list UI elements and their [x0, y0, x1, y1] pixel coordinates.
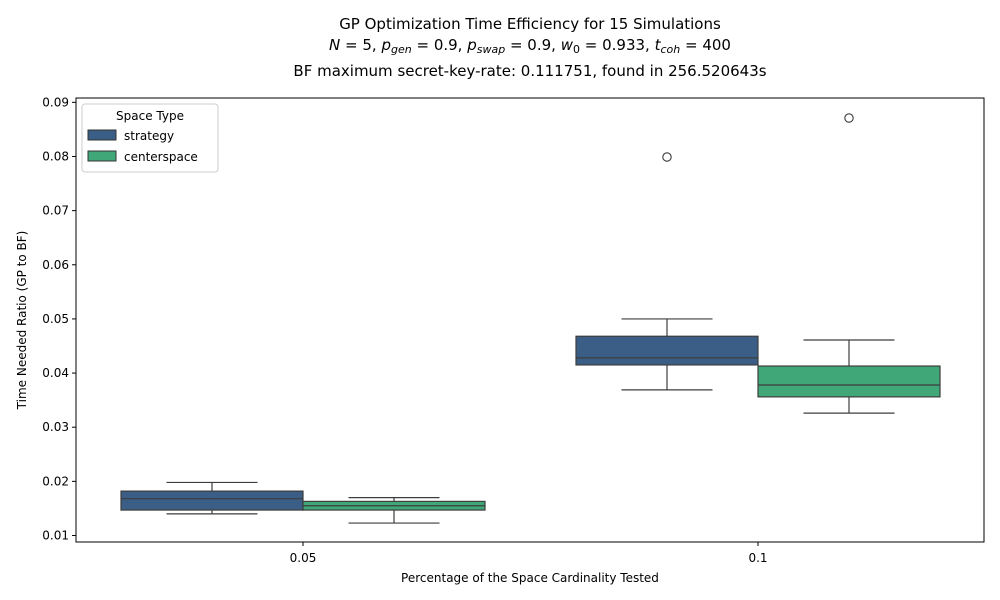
x-tick-label: 0.05: [290, 551, 317, 565]
plot-frame: [75, 97, 985, 543]
chart-subtitle-2: BF maximum secret-key-rate: 0.111751, fo…: [293, 62, 766, 80]
chart-subtitle: N = 5, pgen = 0.9, pswap = 0.9, w0 = 0.9…: [329, 36, 731, 56]
y-tick-label: 0.06: [42, 258, 69, 272]
y-tick-label: 0.01: [42, 529, 69, 543]
chart-title: GP Optimization Time Efficiency for 15 S…: [339, 15, 721, 33]
plot-area: 0.01 0.02 0.03 0.04 0.05 0.06 0.07 0.08 0.09 0.05…: [42, 95, 941, 565]
y-tick-label: 0.03: [42, 420, 69, 434]
outlier-point: [844, 113, 854, 123]
box-strategy: [120, 490, 304, 511]
outlier-point: [662, 152, 672, 162]
y-tick-label: 0.09: [42, 95, 69, 109]
y-tick-label: 0.05: [42, 312, 69, 326]
legend-title: Space Type: [116, 109, 184, 123]
legend: Space Type strategy centerspace: [81, 103, 219, 173]
legend-label-centerspace: centerspace: [124, 150, 198, 164]
y-tick-label: 0.08: [42, 149, 69, 163]
x-tick-label: 0.1: [748, 551, 767, 565]
y-tick-label: 0.04: [42, 366, 69, 380]
box-strategy: [575, 335, 759, 366]
y-tick-label: 0.02: [42, 474, 69, 488]
y-axis-label: Time Needed Ratio (GP to BF): [15, 231, 29, 411]
box-centerspace: [757, 365, 941, 398]
legend-swatch-centerspace: [87, 150, 117, 162]
legend-swatch-strategy: [87, 129, 117, 141]
legend-label-strategy: strategy: [124, 129, 174, 143]
x-axis-label: Percentage of the Space Cardinality Test…: [401, 571, 659, 585]
y-tick-label: 0.07: [42, 204, 69, 218]
